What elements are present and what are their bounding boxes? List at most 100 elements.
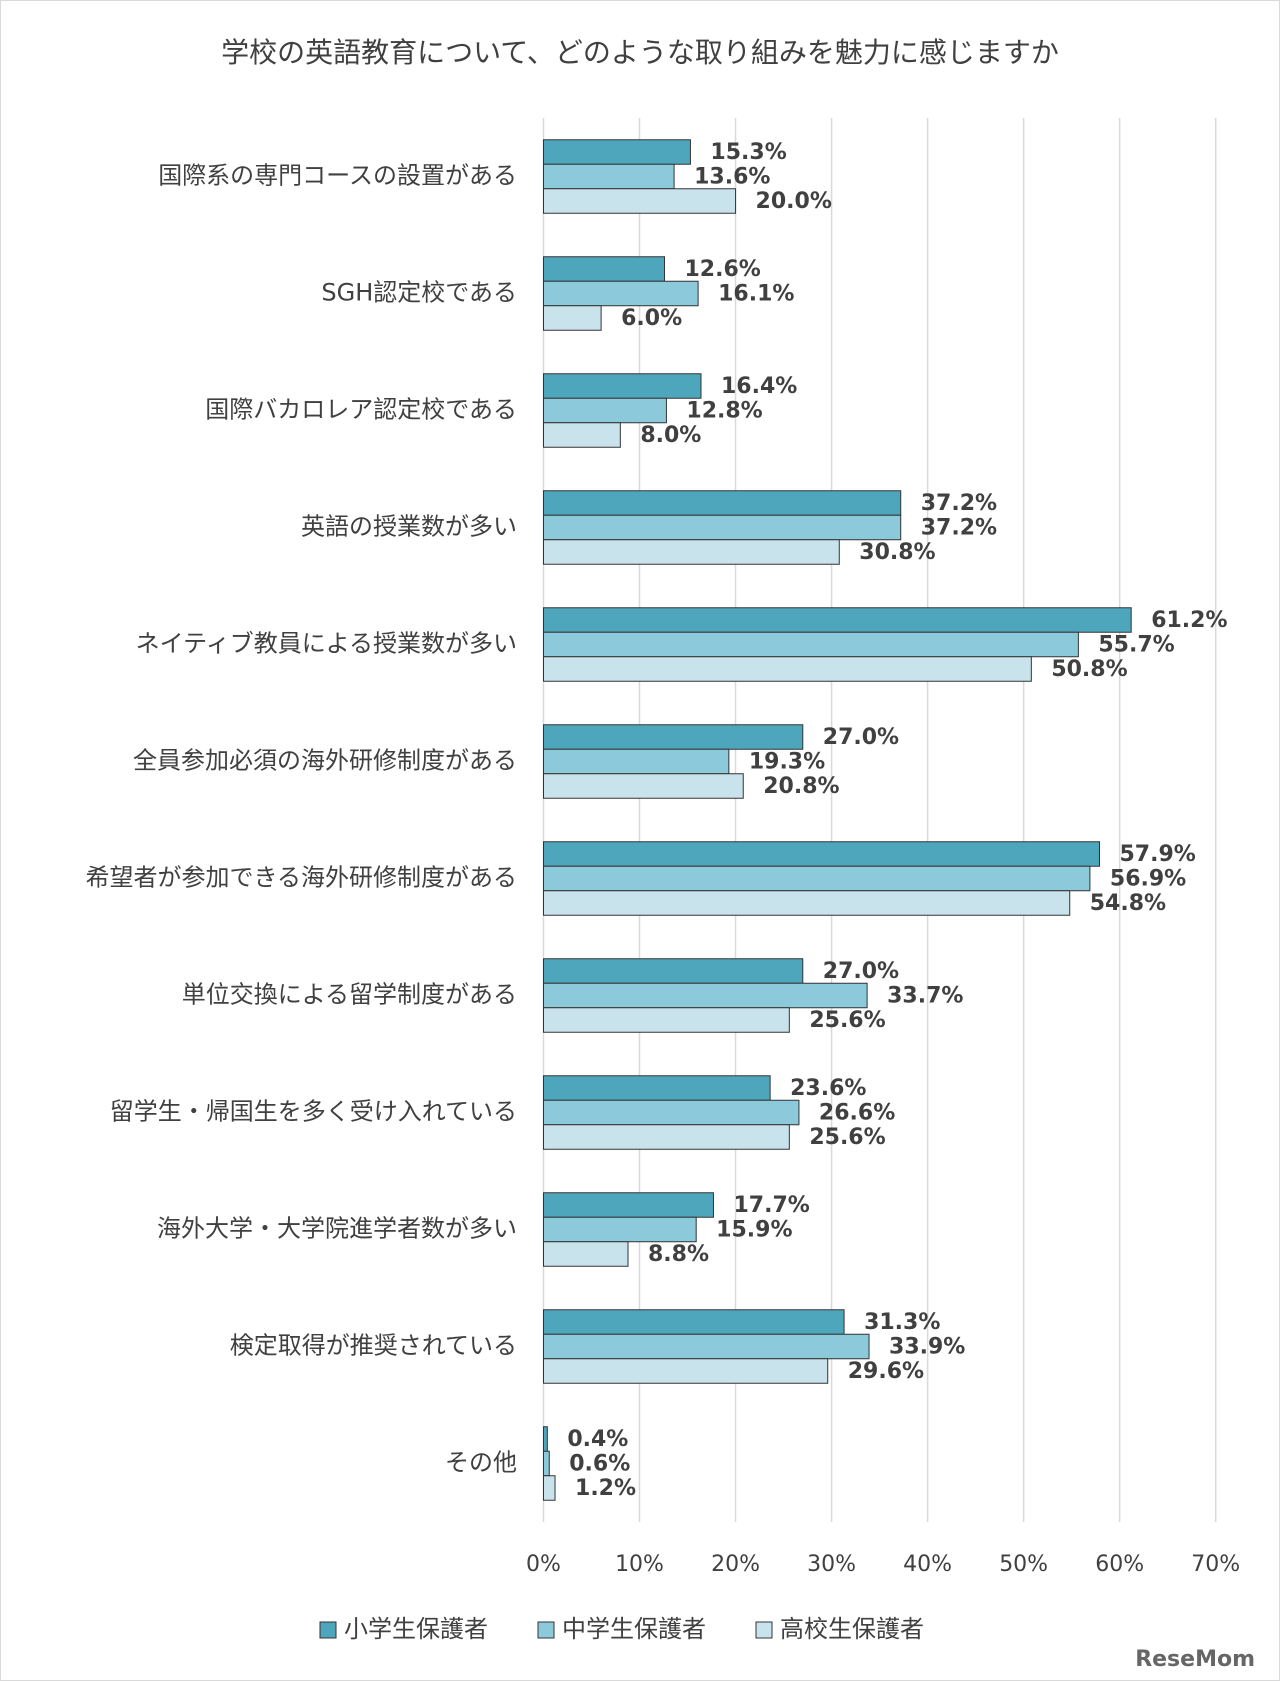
value-label: 37.2% [921, 491, 997, 516]
bar [543, 1216, 697, 1243]
bar [543, 1450, 550, 1477]
x-tick-label: 40% [903, 1552, 952, 1577]
bar [543, 1007, 790, 1033]
bar [543, 841, 1101, 867]
value-label: 20.8% [763, 774, 839, 799]
value-label: 0.6% [569, 1452, 630, 1477]
value-label: 20.0% [756, 189, 832, 214]
value-label: 25.6% [809, 1008, 885, 1033]
value-label: 37.2% [921, 516, 997, 541]
bar [543, 1358, 829, 1384]
bar [543, 982, 868, 1009]
bar [543, 631, 1079, 658]
bar [543, 773, 744, 799]
y-tick-label: 全員参加必須の海外研修制度がある [133, 747, 517, 775]
bar [543, 256, 665, 282]
value-label: 30.8% [859, 540, 935, 565]
bar [543, 748, 730, 775]
bar [543, 305, 602, 331]
x-tick-label: 50% [999, 1552, 1048, 1577]
bar [543, 422, 621, 448]
bar [543, 1475, 556, 1501]
bar [543, 890, 1071, 916]
value-label: 1.2% [575, 1476, 636, 1501]
bar [543, 373, 702, 399]
legend-label: 高校生保護者 [780, 1615, 924, 1643]
bar [543, 656, 1032, 682]
y-tick-label: 留学生・帰国生を多く受け入れている [110, 1098, 517, 1126]
value-label: 16.1% [718, 282, 794, 307]
y-tick-label: 希望者が参加できる海外研修制度がある [85, 864, 517, 892]
legend-swatch [537, 1621, 555, 1639]
value-label: 29.6% [848, 1359, 924, 1384]
value-label: 6.0% [621, 306, 682, 331]
bar [543, 865, 1091, 892]
x-tick-label: 0% [526, 1552, 561, 1577]
bar [543, 163, 675, 190]
bar [543, 958, 804, 984]
value-label: 57.9% [1120, 842, 1196, 867]
bar [543, 1309, 845, 1335]
value-label: 15.3% [710, 140, 786, 165]
x-tick-label: 70% [1191, 1552, 1240, 1577]
y-tick-label: 国際バカロレア認定校である [205, 396, 517, 424]
bar [543, 139, 691, 165]
y-tick-label: その他 [445, 1449, 517, 1477]
value-label: 25.6% [809, 1125, 885, 1150]
value-label: 12.8% [686, 399, 762, 424]
bar [543, 1099, 800, 1126]
bar [543, 1241, 629, 1267]
y-tick-label: 単位交換による留学制度がある [182, 981, 517, 1009]
value-label: 17.7% [733, 1193, 809, 1218]
bar [543, 397, 667, 424]
chart-title: 学校の英語教育について、どのような取り組みを魅力に感じますか [221, 36, 1059, 69]
value-label: 0.4% [567, 1427, 628, 1452]
legend-label: 中学生保護者 [562, 1615, 706, 1643]
value-label: 33.9% [889, 1335, 965, 1360]
y-tick-label: 検定取得が推奨されている [230, 1332, 517, 1360]
watermark: ReseMom [1135, 1647, 1255, 1672]
bar [543, 1333, 870, 1360]
value-label: 15.9% [716, 1218, 792, 1243]
bar [543, 490, 902, 516]
bar [543, 1075, 771, 1101]
value-label: 8.0% [640, 423, 701, 448]
bar [543, 514, 902, 541]
x-tick-label: 60% [1095, 1552, 1144, 1577]
value-label: 33.7% [887, 984, 963, 1009]
y-tick-label: 国際系の専門コースの設置がある [158, 162, 517, 190]
y-tick-label: ネイティブ教員による授業数が多い [136, 630, 517, 658]
y-tick-label: 海外大学・大学院進学者数が多い [157, 1215, 517, 1243]
value-label: 50.8% [1051, 657, 1127, 682]
value-label: 16.4% [721, 374, 797, 399]
legend-swatch [319, 1621, 337, 1639]
legend-swatch [755, 1621, 773, 1639]
bar [543, 1124, 790, 1150]
y-tick-label: 英語の授業数が多い [301, 513, 517, 541]
value-label: 56.9% [1110, 867, 1186, 892]
value-label: 61.2% [1151, 608, 1227, 633]
bar [543, 539, 840, 565]
value-label: 26.6% [819, 1101, 895, 1126]
bar [543, 188, 737, 214]
value-label: 27.0% [823, 725, 899, 750]
value-label: 23.6% [790, 1076, 866, 1101]
bar [543, 280, 699, 307]
bar [543, 724, 804, 750]
x-tick-label: 20% [711, 1552, 760, 1577]
x-tick-label: 10% [615, 1552, 664, 1577]
bar [543, 607, 1132, 633]
value-label: 27.0% [823, 959, 899, 984]
value-label: 54.8% [1090, 891, 1166, 916]
value-label: 55.7% [1098, 633, 1174, 658]
y-tick-label: SGH認定校である [321, 279, 517, 307]
legend-label: 小学生保護者 [344, 1615, 488, 1643]
value-label: 19.3% [749, 750, 825, 775]
x-tick-label: 30% [807, 1552, 856, 1577]
value-label: 12.6% [684, 257, 760, 282]
bar [543, 1426, 548, 1452]
value-label: 31.3% [864, 1310, 940, 1335]
bar [543, 1192, 714, 1218]
value-label: 13.6% [694, 165, 770, 190]
